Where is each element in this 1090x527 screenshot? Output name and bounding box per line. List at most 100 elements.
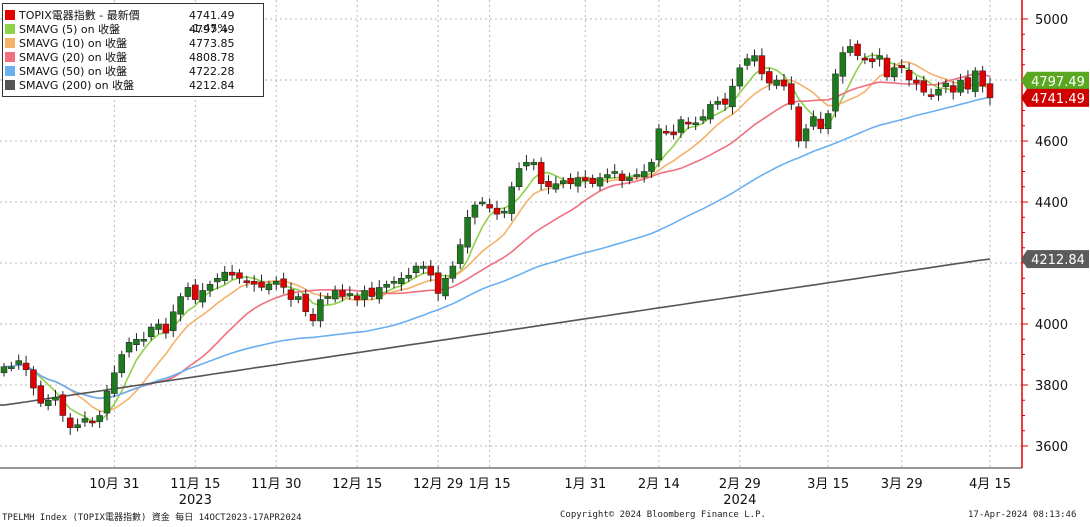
- candle-body: [324, 296, 332, 299]
- candle-body: [685, 121, 692, 125]
- candle-body: [949, 85, 957, 93]
- candle-body: [22, 362, 30, 371]
- candle-body: [964, 77, 972, 90]
- candle-body: [898, 65, 905, 69]
- candle-body: [287, 289, 295, 300]
- candle-body: [891, 67, 898, 78]
- candle-body: [721, 98, 729, 105]
- y-tick-label: 3600: [1035, 440, 1068, 455]
- candle-body: [920, 80, 928, 93]
- candles: [0, 39, 994, 436]
- candle-body: [802, 128, 810, 142]
- candle-body: [582, 177, 589, 181]
- x-year-label: 2024: [723, 493, 756, 508]
- candle-body: [59, 394, 67, 416]
- legend-value: 4722.28: [189, 65, 235, 78]
- candle-body: [456, 244, 464, 264]
- price-tag: [1027, 88, 1089, 107]
- candle-body: [273, 281, 280, 285]
- candle-body: [883, 57, 891, 78]
- candle-body: [258, 281, 265, 288]
- candle-body: [383, 284, 390, 288]
- price-tag: [1027, 71, 1089, 90]
- legend-label: SMAVG (5) on 收盤: [19, 23, 121, 36]
- candle-body: [486, 204, 493, 209]
- candle-body: [677, 119, 685, 133]
- candle-body: [302, 293, 309, 313]
- candle-body: [214, 278, 221, 283]
- candle-body: [449, 265, 457, 279]
- candle-body: [758, 55, 766, 75]
- x-tick-label: 10月 31: [89, 477, 139, 492]
- candle-body: [640, 171, 648, 178]
- candle-body: [736, 67, 744, 87]
- candle-body: [228, 271, 236, 276]
- candle-body: [368, 287, 376, 297]
- candle-body: [177, 296, 184, 315]
- y-tick-label: 4600: [1035, 135, 1068, 150]
- candle-body: [780, 79, 788, 87]
- candle-body: [15, 360, 22, 365]
- candle-body: [295, 296, 302, 300]
- x-tick-label: 2月 14: [638, 477, 680, 492]
- sma-200-line: [0, 258, 991, 406]
- candle-body: [471, 204, 479, 218]
- legend-swatch: [5, 52, 15, 62]
- legend-swatch: [5, 66, 15, 76]
- candle-body: [648, 162, 655, 172]
- candle-body: [854, 43, 861, 56]
- candle-body: [346, 293, 354, 296]
- candle-body: [788, 83, 795, 105]
- y-tick-label: 3800: [1035, 379, 1068, 394]
- candle-body: [537, 162, 545, 184]
- candle-body: [515, 168, 523, 187]
- candle-body: [442, 278, 449, 297]
- candle-body: [412, 265, 420, 274]
- candle-body: [339, 290, 346, 297]
- legend-label: SMAVG (20) on 收盤: [19, 51, 128, 64]
- x-tick-label: 11月 30: [251, 477, 301, 492]
- candle-body: [824, 113, 832, 130]
- candle-body: [30, 369, 37, 389]
- candle-body: [81, 418, 89, 423]
- candle-body: [611, 171, 618, 174]
- candle-body: [913, 79, 920, 84]
- price-tag-label: 4212.84: [1031, 253, 1085, 268]
- candle-body: [250, 281, 258, 285]
- candle-body: [589, 177, 596, 184]
- candle-body: [125, 342, 133, 353]
- candle-body: [236, 272, 243, 279]
- candle-body: [523, 162, 530, 167]
- price-tag-arrow: [1021, 250, 1027, 269]
- sma-5-line: [4, 54, 991, 423]
- candle-body: [398, 278, 405, 284]
- candle-body: [118, 354, 125, 374]
- price-tag: [1027, 250, 1089, 269]
- legend-value: 4212.84: [189, 79, 235, 92]
- candle-body: [162, 323, 170, 334]
- candle-body: [199, 290, 206, 303]
- candle-body: [810, 116, 817, 127]
- legend-label: TOPIX電器指數 - 最新價: [19, 9, 140, 22]
- candle-body: [692, 122, 699, 125]
- candle-body: [869, 58, 876, 62]
- legend-label: SMAVG (200) on 收盤: [19, 79, 135, 92]
- candle-body: [626, 177, 633, 181]
- x-tick-label: 3月 29: [881, 477, 923, 492]
- candle-body: [390, 281, 398, 284]
- candle-body: [405, 274, 412, 279]
- legend-swatch: [5, 24, 15, 34]
- candle-body: [766, 71, 773, 84]
- candle-body: [795, 106, 802, 142]
- candle-body: [464, 217, 471, 248]
- candle-body: [861, 57, 869, 61]
- candle-body: [567, 177, 574, 184]
- legend-value: 4808.78: [189, 51, 235, 64]
- candle-body: [596, 177, 604, 187]
- candle-body: [89, 420, 96, 424]
- candle-body: [876, 55, 883, 60]
- sma-10-line: [4, 60, 991, 413]
- candle-body: [493, 207, 501, 215]
- footer-timestamp: 17-Apr-2024 08:13:46: [968, 510, 1077, 520]
